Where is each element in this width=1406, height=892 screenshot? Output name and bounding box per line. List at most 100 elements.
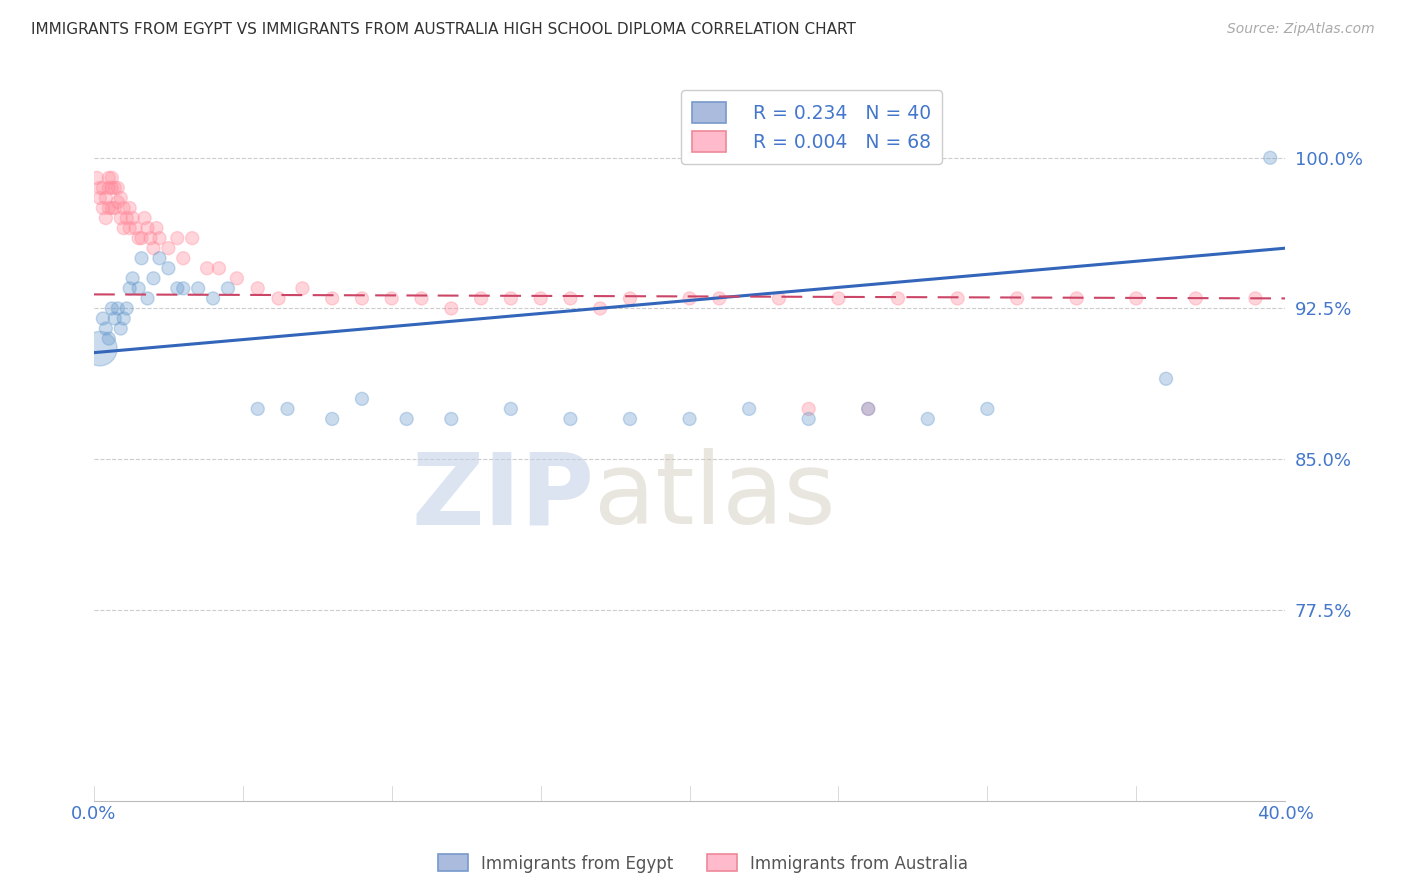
Point bbox=[121, 211, 143, 225]
Point bbox=[131, 252, 153, 266]
Point bbox=[142, 271, 165, 285]
Point bbox=[97, 181, 120, 195]
Point bbox=[946, 292, 969, 306]
Point bbox=[148, 252, 170, 266]
Point bbox=[917, 412, 939, 426]
Point bbox=[797, 401, 820, 416]
Point bbox=[131, 231, 153, 245]
Point bbox=[94, 191, 117, 205]
Point bbox=[101, 201, 124, 215]
Point bbox=[101, 170, 124, 185]
Point bbox=[321, 292, 343, 306]
Point bbox=[89, 191, 111, 205]
Point bbox=[678, 292, 700, 306]
Point bbox=[530, 292, 553, 306]
Point bbox=[94, 321, 117, 335]
Point bbox=[827, 292, 849, 306]
Point bbox=[709, 292, 731, 306]
Point bbox=[411, 292, 433, 306]
Point bbox=[91, 311, 114, 326]
Point bbox=[976, 401, 998, 416]
Point bbox=[101, 301, 124, 316]
Point bbox=[110, 211, 132, 225]
Point bbox=[560, 292, 582, 306]
Point bbox=[887, 292, 910, 306]
Point bbox=[112, 311, 135, 326]
Point bbox=[94, 211, 117, 225]
Point bbox=[470, 292, 492, 306]
Point bbox=[187, 281, 209, 295]
Point bbox=[115, 301, 138, 316]
Point bbox=[440, 412, 463, 426]
Point bbox=[107, 301, 129, 316]
Point bbox=[136, 221, 159, 235]
Legend:   R = 0.234   N = 40,   R = 0.004   N = 68: R = 0.234 N = 40, R = 0.004 N = 68 bbox=[681, 90, 942, 164]
Point bbox=[267, 292, 290, 306]
Point bbox=[321, 412, 343, 426]
Point bbox=[225, 271, 247, 285]
Point bbox=[195, 261, 218, 276]
Point bbox=[1185, 292, 1208, 306]
Point bbox=[1005, 292, 1028, 306]
Point bbox=[112, 221, 135, 235]
Point bbox=[148, 231, 170, 245]
Point bbox=[166, 281, 188, 295]
Point bbox=[107, 181, 129, 195]
Point bbox=[110, 191, 132, 205]
Point bbox=[858, 401, 880, 416]
Point bbox=[101, 181, 124, 195]
Point bbox=[172, 281, 194, 295]
Point bbox=[499, 401, 522, 416]
Point bbox=[89, 342, 111, 356]
Point bbox=[97, 332, 120, 346]
Point bbox=[381, 292, 404, 306]
Point bbox=[145, 221, 167, 235]
Point bbox=[110, 321, 132, 335]
Point bbox=[118, 201, 141, 215]
Point bbox=[440, 301, 463, 316]
Point bbox=[395, 412, 418, 426]
Point bbox=[97, 170, 120, 185]
Point bbox=[291, 281, 314, 295]
Point bbox=[1154, 372, 1177, 386]
Point bbox=[1125, 292, 1147, 306]
Point bbox=[91, 181, 114, 195]
Point bbox=[86, 170, 108, 185]
Point bbox=[97, 201, 120, 215]
Legend: Immigrants from Egypt, Immigrants from Australia: Immigrants from Egypt, Immigrants from A… bbox=[432, 847, 974, 880]
Point bbox=[89, 181, 111, 195]
Point bbox=[1258, 151, 1281, 165]
Text: Source: ZipAtlas.com: Source: ZipAtlas.com bbox=[1227, 22, 1375, 37]
Point bbox=[181, 231, 204, 245]
Text: atlas: atlas bbox=[595, 449, 837, 545]
Point bbox=[128, 281, 150, 295]
Point bbox=[768, 292, 790, 306]
Point bbox=[246, 401, 269, 416]
Point bbox=[350, 392, 373, 406]
Point bbox=[499, 292, 522, 306]
Point bbox=[276, 401, 298, 416]
Point bbox=[139, 231, 162, 245]
Point bbox=[738, 401, 761, 416]
Point bbox=[157, 241, 180, 255]
Point bbox=[1066, 292, 1088, 306]
Point bbox=[112, 201, 135, 215]
Point bbox=[202, 292, 225, 306]
Point bbox=[797, 412, 820, 426]
Point bbox=[172, 252, 194, 266]
Point bbox=[157, 261, 180, 276]
Point bbox=[107, 194, 129, 209]
Point bbox=[118, 281, 141, 295]
Point bbox=[136, 292, 159, 306]
Text: ZIP: ZIP bbox=[412, 449, 595, 545]
Point bbox=[142, 241, 165, 255]
Point bbox=[208, 261, 231, 276]
Point bbox=[350, 292, 373, 306]
Point bbox=[560, 412, 582, 426]
Point bbox=[134, 211, 156, 225]
Text: IMMIGRANTS FROM EGYPT VS IMMIGRANTS FROM AUSTRALIA HIGH SCHOOL DIPLOMA CORRELATI: IMMIGRANTS FROM EGYPT VS IMMIGRANTS FROM… bbox=[31, 22, 856, 37]
Point bbox=[91, 201, 114, 215]
Point bbox=[217, 281, 239, 295]
Point bbox=[589, 301, 612, 316]
Point bbox=[246, 281, 269, 295]
